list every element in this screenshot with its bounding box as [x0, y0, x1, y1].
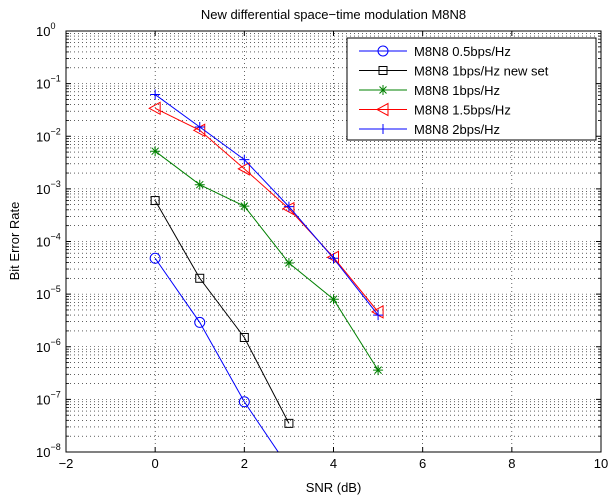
data-point: [237, 162, 250, 176]
series-2: [150, 146, 384, 376]
series-0: [149, 252, 279, 452]
series-layer: [148, 89, 384, 452]
x-tick-label: 8: [508, 456, 515, 471]
data-point: [328, 253, 339, 264]
y-tick-exponent: −6: [50, 337, 60, 347]
legend-swatch-marker: [375, 102, 389, 117]
data-point: [148, 101, 161, 116]
data-point: [150, 146, 161, 157]
ticks: −2 0 2 4 6 8 1010010−110−210−310−410−510−610−7…: [36, 21, 608, 471]
data-point: [284, 418, 294, 428]
chart-title: New differential space−time modulation M…: [201, 7, 466, 22]
y-tick-exponent: −5: [50, 284, 60, 294]
x-tick-label: 6: [419, 456, 426, 471]
data-point: [283, 258, 294, 269]
legend-entry: M8N8 1.5bps/Hz: [359, 103, 511, 118]
data-point: [239, 332, 249, 342]
series-line: [154, 107, 379, 313]
x-axis-label: SNR (dB): [306, 480, 362, 495]
data-point: [283, 201, 294, 212]
legend-swatch-marker: [378, 124, 388, 134]
x-tick-label: 0: [152, 456, 159, 471]
legend: M8N8 0.5bps/Hz M8N8 1bps/Hz new set M8N8 1…: [346, 37, 597, 141]
data-point: [150, 89, 161, 100]
legend-entry: M8N8 2bps/Hz: [359, 122, 500, 137]
legend-entry: M8N8 1bps/Hz new set: [359, 64, 549, 79]
data-point: [373, 310, 384, 321]
legend-label: M8N8 1bps/Hz new set: [414, 64, 549, 79]
data-point: [238, 396, 250, 408]
data-point: [373, 365, 384, 376]
data-point: [150, 196, 160, 206]
x-tick-label: 4: [330, 456, 337, 471]
y-tick-exponent: −8: [50, 442, 60, 452]
series-1: [150, 196, 294, 428]
legend-entry: M8N8 1bps/Hz: [359, 83, 500, 98]
data-point: [195, 273, 205, 283]
series-line: [154, 150, 379, 371]
series-4: [150, 89, 384, 321]
legend-entry: M8N8 0.5bps/Hz: [359, 44, 511, 59]
legend-label: M8N8 1.5bps/Hz: [414, 103, 511, 118]
data-point: [194, 121, 205, 132]
legend-box: [346, 37, 597, 141]
y-tick-exponent: 0: [50, 21, 55, 31]
x-tick-label: 10: [594, 456, 608, 471]
y-axis-label: Bit Error Rate: [7, 202, 22, 281]
legend-label: M8N8 2bps/Hz: [414, 122, 500, 137]
x-tick-label: −2: [59, 456, 74, 471]
y-tick-exponent: −3: [50, 179, 60, 189]
legend-swatch-marker: [378, 85, 388, 95]
series-line: [154, 257, 279, 452]
y-tick-exponent: −4: [50, 232, 60, 242]
data-point: [239, 154, 250, 165]
legend-label: M8N8 0.5bps/Hz: [414, 44, 511, 59]
series-line: [154, 200, 290, 424]
x-tick-label: 2: [241, 456, 248, 471]
data-point: [328, 294, 339, 305]
y-tick-exponent: −1: [50, 74, 60, 84]
data-point: [239, 201, 250, 212]
data-point: [149, 252, 161, 264]
data-point: [194, 179, 205, 190]
legend-swatch-marker: [377, 45, 389, 57]
legend-label: M8N8 1bps/Hz: [414, 83, 500, 98]
data-point: [194, 316, 206, 328]
y-tick-exponent: −7: [50, 389, 60, 399]
legend-swatch-marker: [378, 66, 388, 75]
series-line: [154, 94, 379, 316]
y-tick-exponent: −2: [50, 126, 60, 136]
